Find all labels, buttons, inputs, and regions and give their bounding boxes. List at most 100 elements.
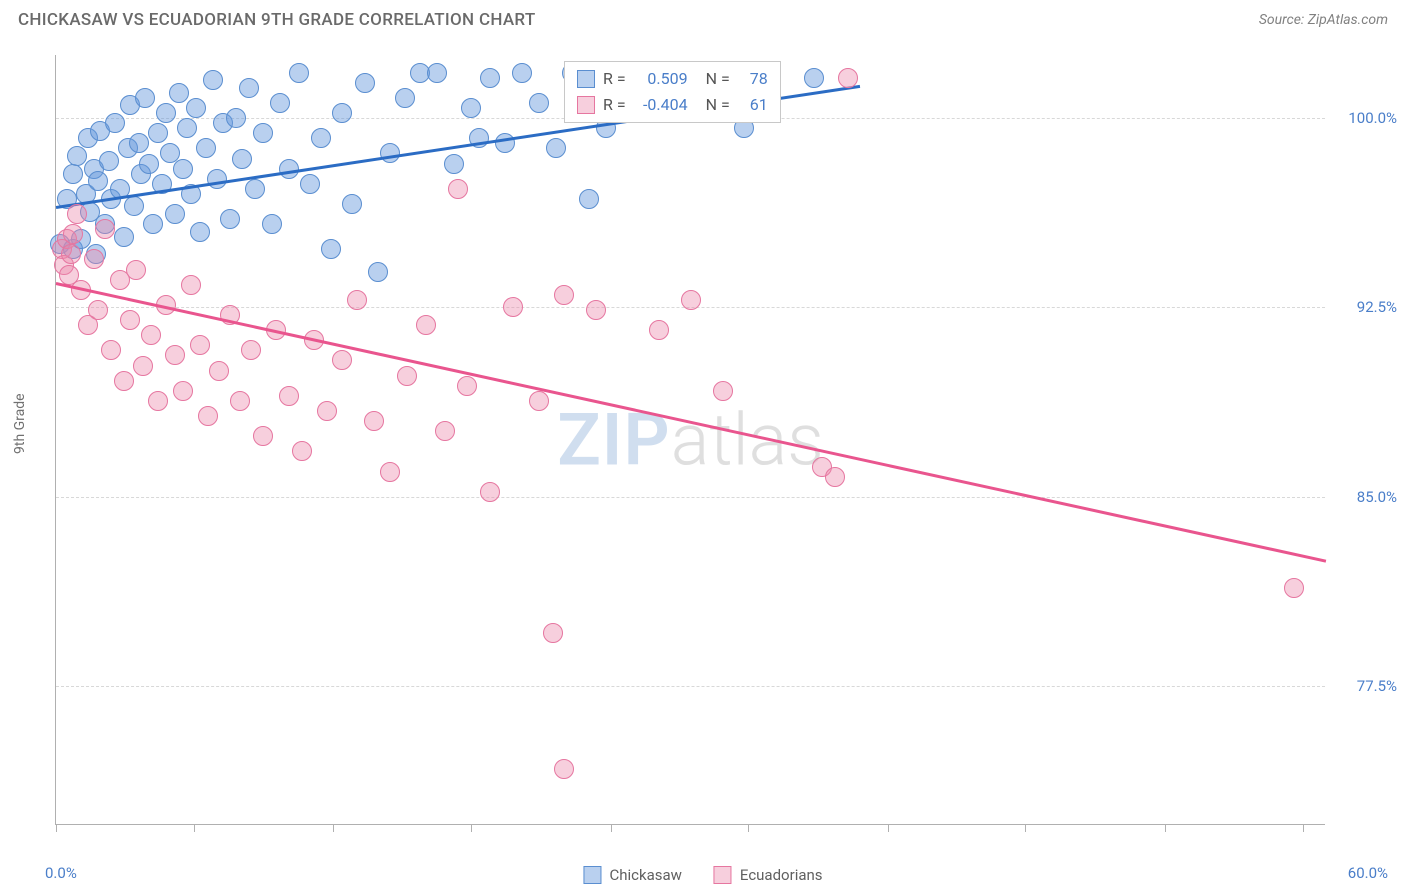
scatter-point [63, 224, 83, 244]
scatter-point [190, 222, 210, 242]
x-tick [748, 824, 749, 832]
scatter-point [120, 310, 140, 330]
scatter-point [289, 63, 309, 83]
scatter-point [270, 93, 290, 113]
y-tick-label: 100.0% [1337, 109, 1397, 127]
y-tick-label: 92.5% [1337, 298, 1397, 316]
scatter-point [311, 128, 331, 148]
scatter-point [114, 371, 134, 391]
scatter-point [364, 411, 384, 431]
scatter-point [579, 189, 599, 209]
legend-label: Ecuadorians [740, 866, 823, 884]
scatter-point [177, 118, 197, 138]
scatter-point [135, 88, 155, 108]
scatter-point [253, 123, 273, 143]
legend-label: Chickasaw [609, 866, 681, 884]
trend-line [56, 282, 1327, 562]
chart-legend: Chickasaw Ecuadorians [583, 866, 822, 884]
scatter-point [198, 406, 218, 426]
scatter-point [220, 209, 240, 229]
scatter-point [148, 123, 168, 143]
legend-item: Chickasaw [583, 866, 681, 884]
y-tick-label: 85.0% [1337, 488, 1397, 506]
scatter-point [207, 169, 227, 189]
scatter-point [114, 227, 134, 247]
scatter-point [95, 219, 115, 239]
scatter-point [173, 381, 193, 401]
chart-title: CHICKASAW VS ECUADORIAN 9TH GRADE CORREL… [18, 10, 536, 30]
scatter-point [554, 759, 574, 779]
scatter-point [448, 179, 468, 199]
stats-r-label: R = [603, 66, 626, 92]
stats-n-value: 78 [738, 66, 768, 92]
scatter-point [332, 350, 352, 370]
x-tick [611, 824, 612, 832]
scatter-point [457, 376, 477, 396]
scatter-point [232, 149, 252, 169]
scatter-point [529, 391, 549, 411]
scatter-point [165, 345, 185, 365]
scatter-point [279, 159, 299, 179]
scatter-point [67, 204, 87, 224]
scatter-point [241, 340, 261, 360]
x-tick [194, 824, 195, 832]
x-tick [1303, 824, 1304, 832]
scatter-point [226, 108, 246, 128]
scatter-point [196, 138, 216, 158]
scatter-point [239, 78, 259, 98]
x-tick [333, 824, 334, 832]
scatter-point [321, 239, 341, 259]
scatter-point [804, 68, 824, 88]
x-tick [1165, 824, 1166, 832]
scatter-point [124, 196, 144, 216]
scatter-point [347, 290, 367, 310]
scatter-point [317, 401, 337, 421]
scatter-point [292, 441, 312, 461]
scatter-point [342, 194, 362, 214]
scatter-point [397, 366, 417, 386]
scatter-point [245, 179, 265, 199]
scatter-point [126, 260, 146, 280]
scatter-point [300, 174, 320, 194]
scatter-point [838, 68, 858, 88]
scatter-point [156, 103, 176, 123]
x-tick [56, 824, 57, 832]
scatter-point [554, 285, 574, 305]
scatter-point [67, 146, 87, 166]
scatter-point [529, 93, 549, 113]
watermark-atlas: atlas [671, 397, 824, 482]
legend-swatch [583, 866, 601, 884]
scatter-point [427, 63, 447, 83]
scatter-point [143, 214, 163, 234]
scatter-point [253, 426, 273, 446]
watermark: ZIPatlas [557, 397, 824, 482]
scatter-point [88, 300, 108, 320]
x-tick [1025, 824, 1026, 832]
scatter-point [1284, 578, 1304, 598]
scatter-point [139, 154, 159, 174]
stats-row: R =-0.404N =61 [577, 92, 768, 118]
scatter-point [105, 113, 125, 133]
scatter-point [503, 297, 523, 317]
scatter-point [480, 68, 500, 88]
scatter-point [230, 391, 250, 411]
scatter-point [209, 361, 229, 381]
chart-source: Source: ZipAtlas.com [1259, 12, 1388, 28]
scatter-point [355, 73, 375, 93]
scatter-point [148, 391, 168, 411]
stats-n-value: 61 [738, 92, 768, 118]
scatter-point [84, 249, 104, 269]
chart-plot-area: ZIPatlas 100.0%92.5%85.0%77.5%R =0.509N … [55, 55, 1325, 825]
scatter-point [181, 275, 201, 295]
x-min-label: 0.0% [45, 864, 77, 882]
scatter-point [186, 98, 206, 118]
scatter-point [141, 325, 161, 345]
stats-n-label: N = [706, 66, 730, 92]
gridline [56, 497, 1325, 498]
x-max-label: 60.0% [1348, 864, 1388, 882]
scatter-point [129, 133, 149, 153]
scatter-point [444, 154, 464, 174]
scatter-point [279, 386, 299, 406]
legend-item: Ecuadorians [714, 866, 823, 884]
x-tick [471, 824, 472, 832]
